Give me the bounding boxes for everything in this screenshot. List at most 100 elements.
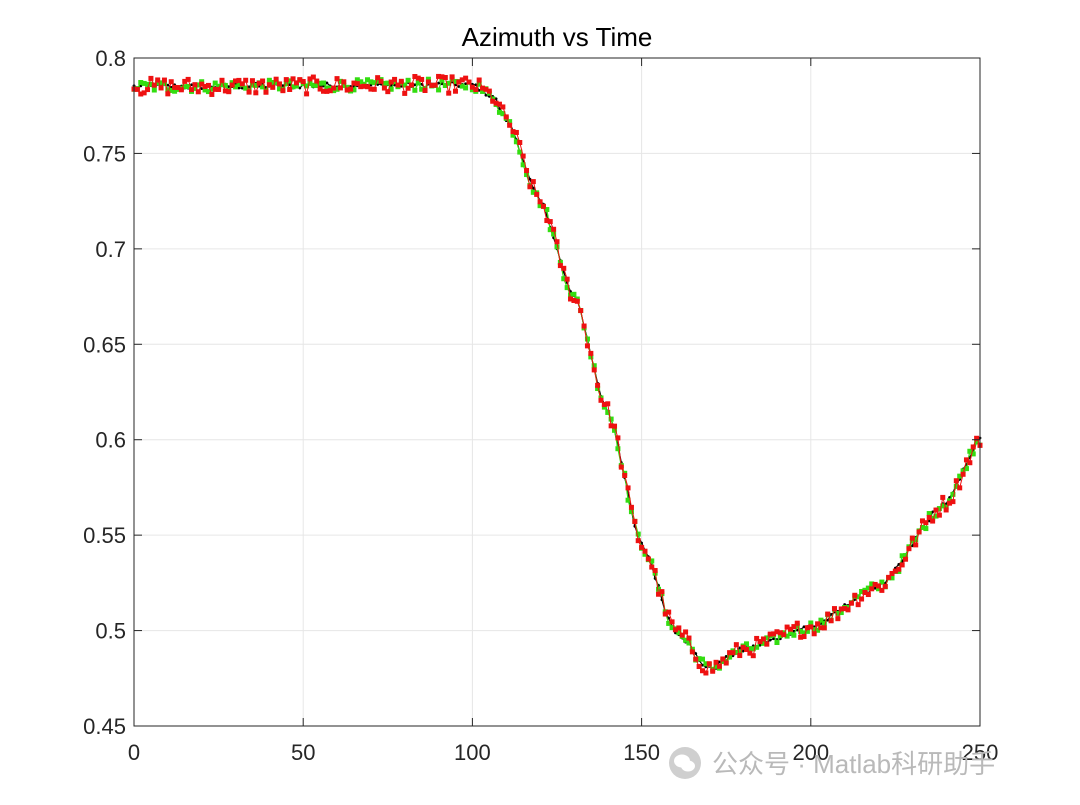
series-marker bbox=[243, 85, 249, 91]
series-marker bbox=[930, 518, 936, 524]
series-marker bbox=[192, 85, 198, 91]
series-marker bbox=[368, 86, 374, 92]
series-marker bbox=[185, 76, 191, 82]
series-marker bbox=[486, 88, 492, 94]
series-marker bbox=[919, 518, 925, 524]
series-marker bbox=[625, 497, 631, 503]
series-marker bbox=[733, 642, 739, 648]
series-marker bbox=[791, 632, 797, 638]
series-marker bbox=[694, 652, 698, 655]
series-marker bbox=[381, 80, 387, 86]
series-marker bbox=[524, 168, 530, 174]
series-marker bbox=[933, 507, 939, 513]
series-marker bbox=[869, 586, 875, 592]
series-marker bbox=[273, 79, 279, 85]
series-marker bbox=[317, 86, 323, 92]
series-marker bbox=[436, 87, 442, 93]
series-marker bbox=[487, 95, 491, 98]
series-marker bbox=[145, 87, 151, 93]
series-marker bbox=[605, 409, 611, 415]
series-marker bbox=[297, 77, 303, 83]
series-marker bbox=[364, 77, 370, 83]
series-marker bbox=[696, 664, 702, 670]
series-marker bbox=[774, 629, 780, 635]
series-marker bbox=[683, 637, 689, 643]
series-marker bbox=[317, 80, 323, 86]
series-marker bbox=[253, 82, 259, 88]
x-tick-label: 250 bbox=[962, 740, 999, 765]
series-marker bbox=[622, 472, 628, 478]
series-marker bbox=[798, 628, 804, 634]
series-marker bbox=[134, 86, 140, 92]
series-marker bbox=[764, 635, 770, 641]
series-marker bbox=[784, 633, 790, 639]
series-marker bbox=[277, 86, 283, 92]
series-marker bbox=[554, 239, 560, 245]
series-marker bbox=[950, 491, 956, 497]
series-marker bbox=[321, 80, 327, 86]
series-marker bbox=[608, 416, 614, 422]
series-marker bbox=[930, 515, 936, 521]
series-marker bbox=[283, 81, 289, 87]
series-marker bbox=[568, 296, 574, 302]
series-marker bbox=[740, 644, 746, 650]
series-marker bbox=[701, 663, 704, 667]
series-marker bbox=[429, 82, 435, 88]
series-marker bbox=[439, 77, 445, 83]
series-marker bbox=[727, 654, 733, 660]
series-marker bbox=[741, 649, 745, 653]
series-marker bbox=[760, 636, 766, 642]
series-marker bbox=[270, 84, 276, 90]
series-marker bbox=[402, 90, 408, 96]
series-marker bbox=[689, 646, 695, 652]
series-marker bbox=[933, 513, 939, 519]
series-marker bbox=[923, 520, 929, 526]
series-marker bbox=[273, 76, 279, 82]
series-marker bbox=[913, 537, 919, 543]
series-marker bbox=[381, 85, 387, 91]
series-marker bbox=[703, 661, 709, 667]
series-marker bbox=[818, 625, 824, 631]
series-marker bbox=[899, 562, 905, 568]
series-marker bbox=[172, 84, 178, 90]
series-marker bbox=[733, 649, 739, 655]
chart-title: Azimuth vs Time bbox=[462, 22, 653, 52]
series-marker bbox=[449, 74, 455, 80]
series-marker bbox=[182, 84, 188, 90]
series-marker bbox=[415, 80, 421, 86]
series-marker bbox=[963, 466, 969, 472]
series-marker bbox=[437, 81, 440, 85]
series-marker bbox=[385, 80, 391, 86]
axes-box bbox=[133, 57, 981, 727]
series-marker bbox=[845, 607, 851, 613]
series-marker bbox=[730, 650, 736, 656]
series-marker bbox=[754, 635, 760, 641]
series-marker bbox=[298, 86, 302, 90]
series-marker bbox=[351, 87, 357, 93]
series-marker bbox=[236, 82, 242, 88]
series-marker bbox=[571, 291, 577, 297]
series-marker bbox=[138, 91, 144, 97]
series-marker bbox=[910, 544, 914, 548]
series-marker bbox=[859, 588, 865, 594]
series-marker bbox=[829, 613, 833, 616]
series-marker bbox=[909, 538, 915, 544]
y-tick-label: 0.45 bbox=[83, 714, 126, 739]
series-marker bbox=[442, 82, 448, 88]
series-marker bbox=[825, 611, 831, 617]
series-marker bbox=[304, 83, 310, 89]
series-marker bbox=[158, 80, 164, 86]
y-tick-label: 0.65 bbox=[83, 332, 126, 357]
series-marker bbox=[165, 91, 171, 97]
series-marker bbox=[848, 600, 854, 606]
series-marker bbox=[639, 544, 645, 550]
series-marker bbox=[168, 87, 174, 93]
series-marker bbox=[787, 630, 793, 636]
series-marker bbox=[212, 80, 218, 86]
series-marker bbox=[879, 587, 885, 593]
series-marker bbox=[679, 632, 685, 638]
series-marker bbox=[190, 83, 193, 87]
series-marker bbox=[513, 129, 519, 135]
series-marker bbox=[148, 75, 154, 81]
